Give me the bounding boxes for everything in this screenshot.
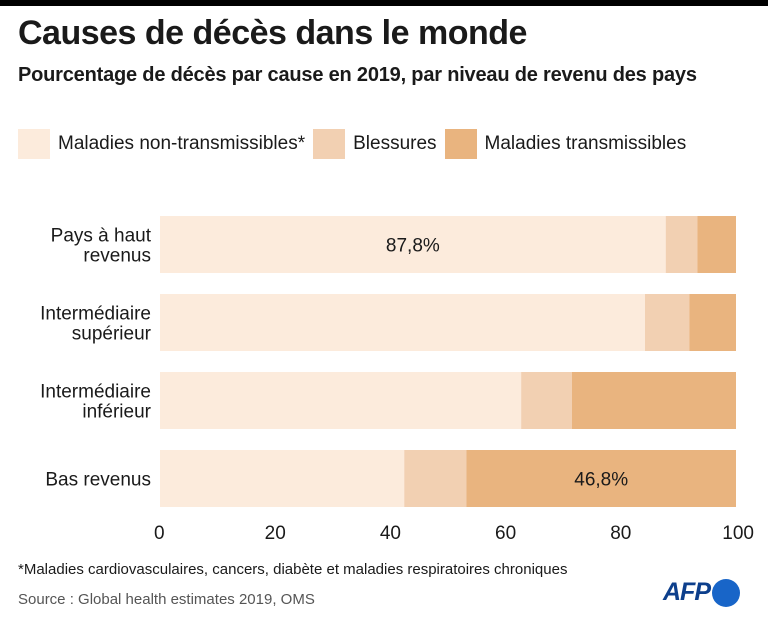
bar-segment-1-1	[644, 294, 690, 351]
data-label: 46,8%	[574, 470, 628, 491]
legend-swatch	[444, 129, 477, 159]
afp-logo-text: AFP	[663, 578, 711, 606]
bar-segment-0-2	[697, 216, 736, 273]
x-tick-label: 60	[495, 523, 516, 544]
source-line: Source : Global health estimates 2019, O…	[18, 591, 315, 608]
legend-item-noncommunicable: Maladies non-transmissibles*	[18, 129, 305, 159]
top-rule	[0, 0, 768, 6]
bar-segment-2-2	[571, 372, 736, 429]
x-tick-label: 80	[610, 523, 631, 544]
legend-label: Maladies transmissibles	[484, 133, 687, 154]
legend-swatch	[18, 129, 50, 159]
category-label: Intermédiaire	[40, 382, 151, 403]
afp-logo: AFP	[663, 578, 740, 607]
legend-swatch	[313, 129, 346, 159]
chart-title: Causes de décès dans le monde	[18, 14, 527, 52]
stacked-bar-chart: Pays à hautrevenusIntermédiairesupérieur…	[40, 216, 754, 544]
legend-label: Blessures	[353, 133, 437, 154]
x-tick-label: 40	[380, 523, 401, 544]
bar-segment-3-0	[160, 450, 405, 507]
category-label: Intermédiaire	[40, 304, 151, 325]
bar-segment-3-1	[404, 450, 467, 507]
bar-segment-0-1	[665, 216, 698, 273]
bar-segment-1-2	[689, 294, 736, 351]
legend-item-communicable: Maladies transmissibles	[444, 129, 687, 159]
x-tick-label: 20	[265, 523, 286, 544]
category-label: inférieur	[82, 402, 151, 423]
category-label: revenus	[83, 246, 151, 267]
bar-segment-1-0	[160, 294, 645, 351]
afp-logo-dot-icon	[712, 578, 740, 607]
data-label: 87,8%	[386, 236, 440, 257]
x-tick-label: 100	[722, 523, 754, 544]
legend-label: Maladies non-transmissibles*	[58, 133, 306, 154]
category-label: Bas revenus	[45, 470, 151, 491]
category-label: Pays à haut	[51, 226, 152, 247]
x-tick-label: 0	[154, 523, 165, 544]
category-label: supérieur	[72, 324, 152, 345]
legend: Maladies non-transmissibles* Blessures M…	[18, 128, 694, 160]
bar-segment-2-0	[160, 372, 522, 429]
legend-item-injuries: Blessures	[313, 129, 437, 159]
chart-subtitle: Pourcentage de décès par cause en 2019, …	[18, 64, 697, 86]
bar-segment-0-0	[160, 216, 666, 273]
footnote: *Maladies cardiovasculaires, cancers, di…	[18, 561, 568, 578]
bar-segment-3-2	[466, 450, 736, 507]
bar-segment-2-1	[521, 372, 572, 429]
